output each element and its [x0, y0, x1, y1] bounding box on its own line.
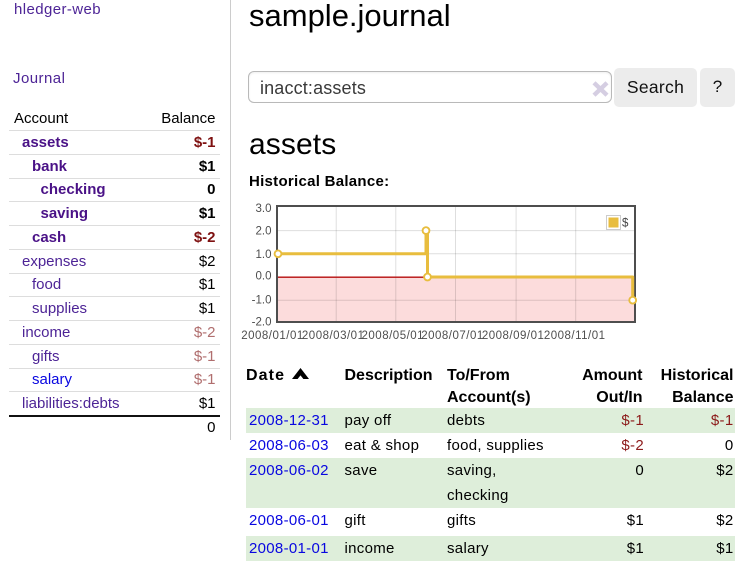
svg-text:3.0: 3.0: [256, 203, 272, 215]
svg-text:2008/07/01: 2008/07/01: [421, 330, 484, 342]
svg-text:2008/03/01: 2008/03/01: [302, 330, 365, 342]
svg-text:2.0: 2.0: [256, 226, 272, 238]
svg-text:2008/09/01: 2008/09/01: [482, 330, 545, 342]
svg-text:$: $: [622, 218, 629, 230]
svg-text:2008/11/01: 2008/11/01: [544, 330, 606, 342]
svg-text:2008/01/01: 2008/01/01: [241, 330, 304, 342]
svg-text:1.0: 1.0: [256, 249, 272, 261]
svg-text:-1.0: -1.0: [252, 295, 272, 307]
svg-text:0.0: 0.0: [256, 271, 272, 283]
svg-text:-2.0: -2.0: [252, 316, 272, 328]
svg-text:2008/05/01: 2008/05/01: [362, 330, 425, 342]
